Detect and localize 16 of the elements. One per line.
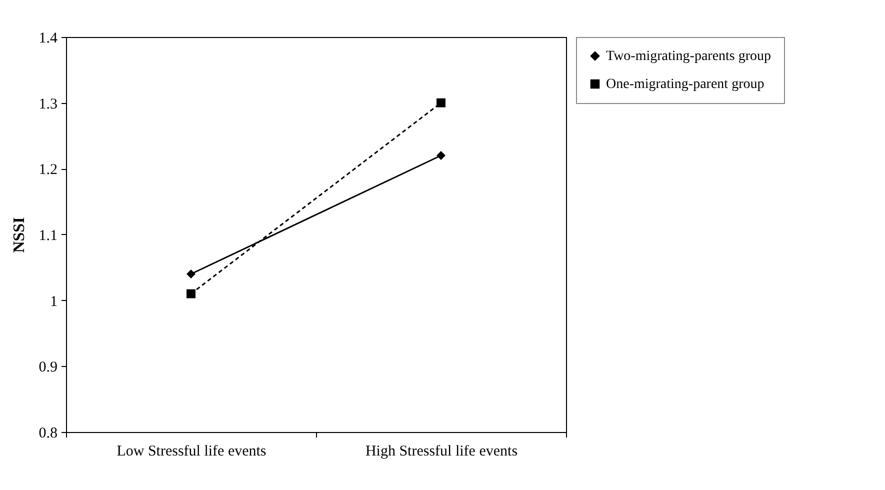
y-tick-label: 1.4 <box>38 30 58 46</box>
x-tick-label: Low Stressful life events <box>116 444 266 460</box>
y-tick-label: 1.1 <box>38 228 58 244</box>
y-tick-label: 1 <box>50 294 58 310</box>
x-tick-label: High Stressful life events <box>365 444 518 460</box>
y-tick-label: 1.2 <box>38 162 58 178</box>
legend-label: Two-migrating-parents group <box>606 49 772 64</box>
point <box>436 98 446 108</box>
legend-label: One-migrating-parent group <box>606 77 764 92</box>
point <box>436 151 446 160</box>
y-tick-label: 1.3 <box>38 96 58 112</box>
point <box>186 270 196 278</box>
y-axis-title: NSSI <box>10 217 28 253</box>
point <box>186 289 196 298</box>
y-tick-label: 0.8 <box>38 426 58 442</box>
y-tick-label: 0.9 <box>38 360 58 376</box>
